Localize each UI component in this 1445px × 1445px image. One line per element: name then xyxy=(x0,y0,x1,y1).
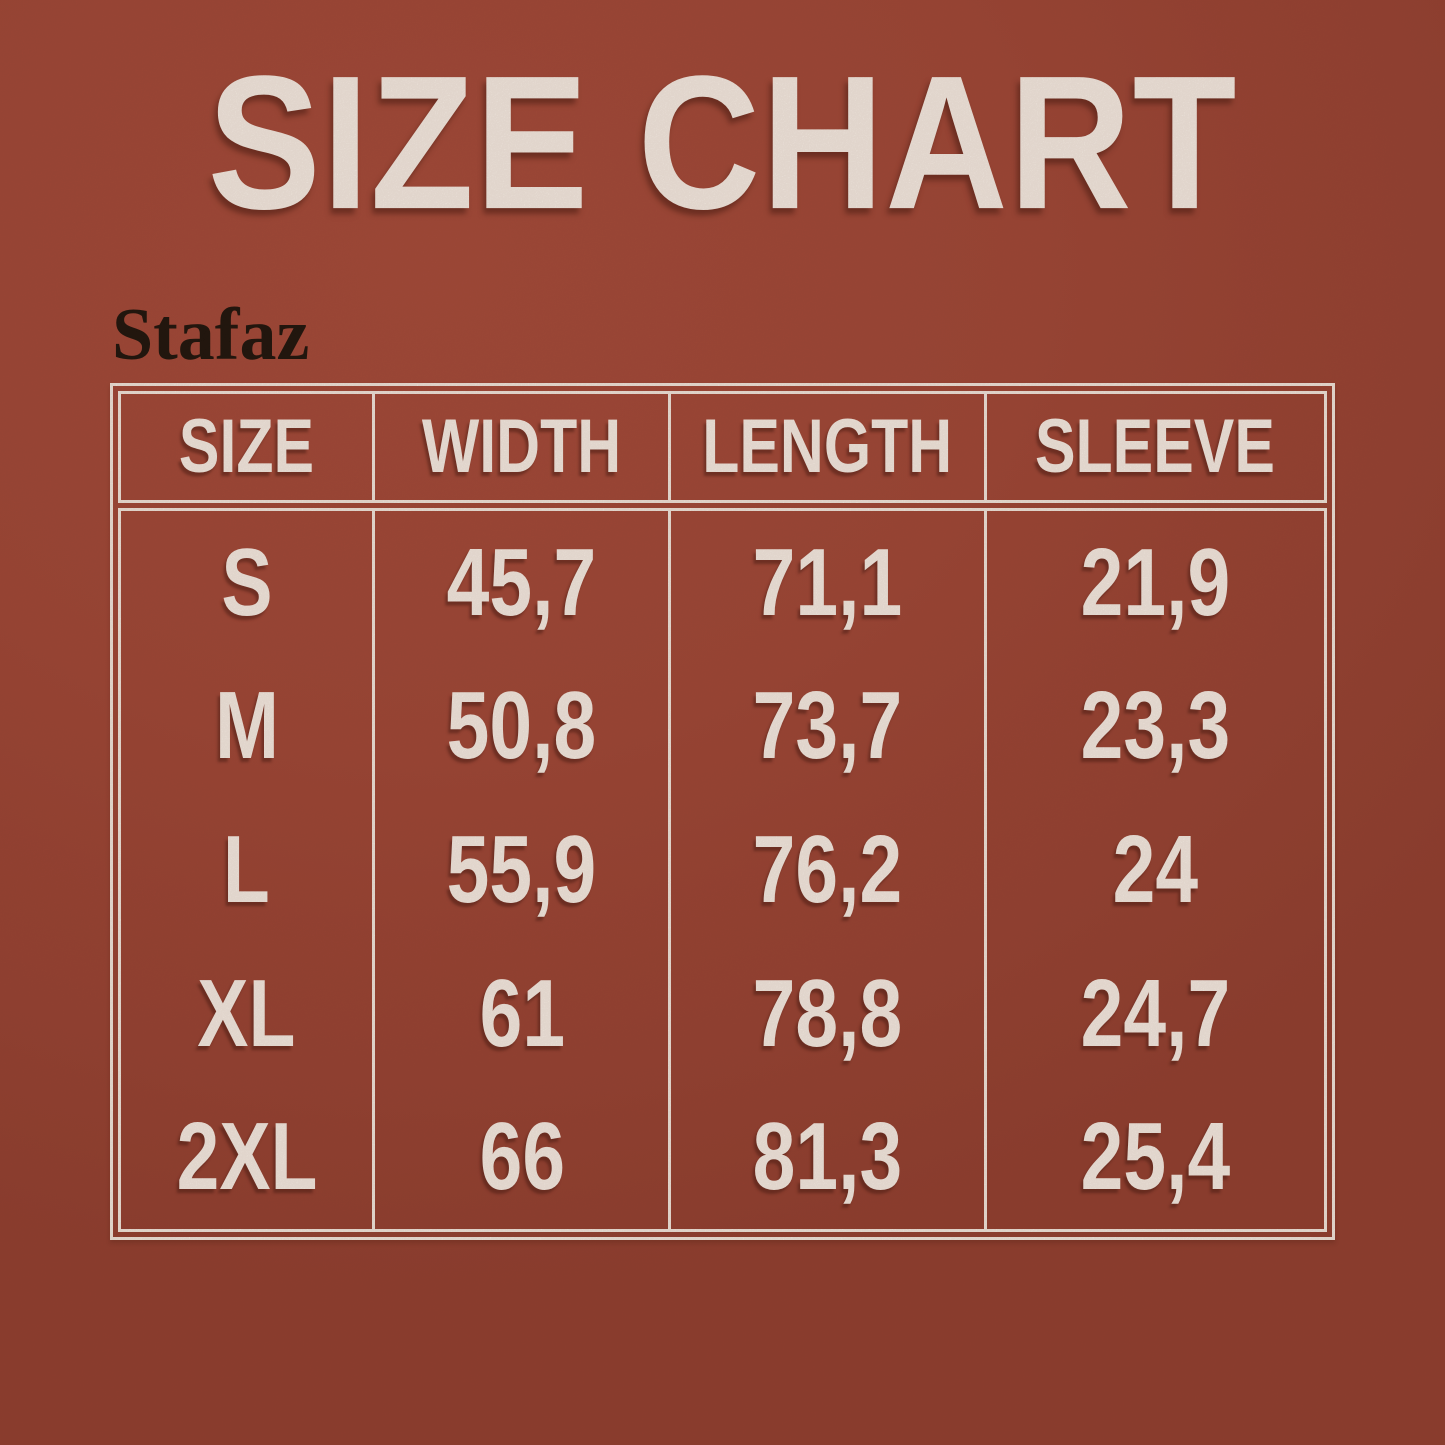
cell-value: 25,4 xyxy=(1080,1103,1230,1211)
table-cell: 21,9 xyxy=(987,511,1324,655)
table-cell: M xyxy=(121,655,372,799)
column-header-width: WIDTH xyxy=(372,394,668,500)
table-cell: L xyxy=(121,798,372,942)
cell-value: L xyxy=(223,815,271,923)
table-cell: 50,8 xyxy=(375,655,668,799)
column-header-label: LENGTH xyxy=(702,404,953,489)
table-cell: 78,8 xyxy=(671,942,983,1086)
column-sleeve: 21,9 23,3 24 24,7 25,4 xyxy=(983,511,1324,1229)
column-header-length: LENGTH xyxy=(668,394,983,500)
column-width: 45,7 50,8 55,9 61 66 xyxy=(372,511,668,1229)
table-cell: 66 xyxy=(375,1085,668,1229)
table-cell: 61 xyxy=(375,942,668,1086)
cell-value: 81,3 xyxy=(752,1103,903,1211)
cell-value: XL xyxy=(197,959,296,1067)
cell-value: 2XL xyxy=(176,1103,318,1211)
table-cell: 25,4 xyxy=(987,1085,1324,1229)
page-title: SIZE CHART xyxy=(207,36,1238,250)
column-header-size: SIZE xyxy=(121,394,372,500)
cell-value: 55,9 xyxy=(447,815,597,923)
cell-value: S xyxy=(221,528,273,636)
cell-value: 78,8 xyxy=(752,959,903,1067)
column-header-sleeve: SLEEVE xyxy=(983,394,1324,500)
table-cell: S xyxy=(121,511,372,655)
table-cell: 73,7 xyxy=(671,655,983,799)
column-size: S M L XL 2XL xyxy=(121,511,372,1229)
table-cell: 45,7 xyxy=(375,511,668,655)
table-cell: 24,7 xyxy=(987,942,1324,1086)
column-header-label: SLEEVE xyxy=(1035,404,1276,489)
table-cell: 71,1 xyxy=(671,511,983,655)
column-header-label: SIZE xyxy=(179,404,315,489)
table-cell: 76,2 xyxy=(671,798,983,942)
cell-value: 45,7 xyxy=(447,528,597,636)
column-header-label: WIDTH xyxy=(422,404,622,489)
table-cell: 81,3 xyxy=(671,1085,983,1229)
table-body: S M L XL 2XL 45,7 50,8 55,9 61 66 71,1 7… xyxy=(118,508,1327,1232)
cell-value: 21,9 xyxy=(1080,528,1230,636)
table-header-row: SIZE WIDTH LENGTH SLEEVE xyxy=(118,391,1327,503)
cell-value: 66 xyxy=(479,1103,565,1211)
cell-value: M xyxy=(214,672,279,780)
cell-value: 71,1 xyxy=(752,528,903,636)
table-cell: 23,3 xyxy=(987,655,1324,799)
table-cell: 24 xyxy=(987,798,1324,942)
table-cell: 2XL xyxy=(121,1085,372,1229)
cell-value: 23,3 xyxy=(1080,672,1230,780)
cell-value: 50,8 xyxy=(447,672,597,780)
size-chart-table: SIZE WIDTH LENGTH SLEEVE S M L XL 2XL 45… xyxy=(110,383,1335,1240)
table-cell: 55,9 xyxy=(375,798,668,942)
cell-value: 61 xyxy=(479,959,565,1067)
cell-value: 73,7 xyxy=(752,672,903,780)
table-cell: XL xyxy=(121,942,372,1086)
cell-value: 76,2 xyxy=(752,815,903,923)
column-length: 71,1 73,7 76,2 78,8 81,3 xyxy=(668,511,983,1229)
cell-value: 24 xyxy=(1112,815,1198,923)
cell-value: 24,7 xyxy=(1080,959,1230,1067)
brand-name: Stafaz xyxy=(112,294,310,376)
